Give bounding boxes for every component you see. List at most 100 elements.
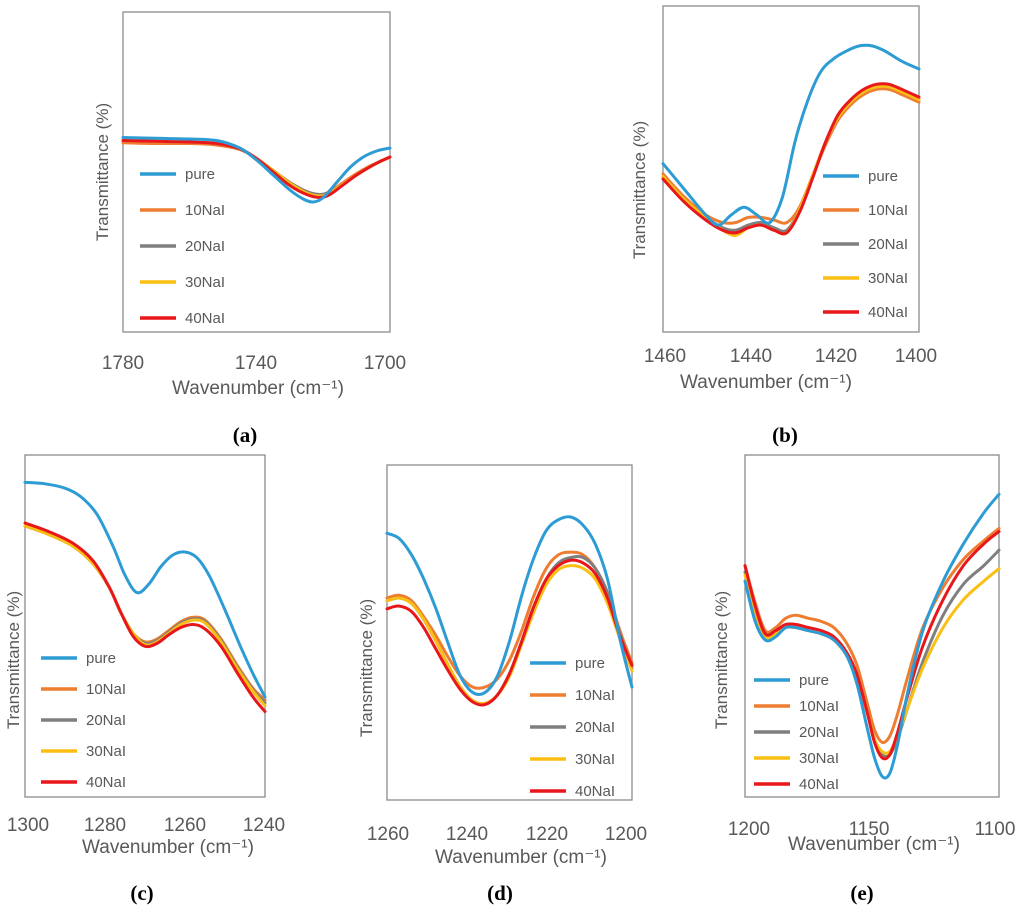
y-axis-label: Transmittance (%) bbox=[93, 103, 112, 241]
x-tick-label: 1260 bbox=[164, 815, 206, 836]
legend-label: pure bbox=[868, 168, 898, 185]
legend-item-10nai: 10NaI bbox=[754, 698, 839, 715]
legend-label: 10NaI bbox=[575, 687, 615, 704]
panel-caption: (d) bbox=[487, 881, 513, 905]
legend-label: 10NaI bbox=[185, 202, 225, 219]
series-line-40nai bbox=[661, 82, 921, 236]
legend-item-40nai: 40NaI bbox=[530, 783, 615, 800]
legend-item-20nai: 20NaI bbox=[41, 712, 126, 729]
legend-item-20nai: 20NaI bbox=[754, 724, 839, 741]
plot-frame bbox=[386, 464, 633, 801]
x-tick-label: 1220 bbox=[526, 824, 568, 845]
legend: pure 10NaI 20NaI 30NaI 40NaI bbox=[823, 168, 908, 321]
legend-label: 20NaI bbox=[868, 236, 908, 253]
legend-item-pure: pure bbox=[754, 672, 829, 689]
legend-item-10nai: 10NaI bbox=[530, 687, 615, 704]
legend-label: 10NaI bbox=[799, 698, 839, 715]
series-line-10nai bbox=[23, 524, 267, 702]
legend-item-30nai: 30NaI bbox=[140, 274, 225, 291]
x-tick-label: 1200 bbox=[728, 819, 770, 840]
legend-label: 20NaI bbox=[575, 719, 615, 736]
series-line-pure bbox=[121, 136, 392, 204]
series-line-40nai bbox=[121, 139, 392, 199]
x-tick-label: 1240 bbox=[243, 815, 285, 836]
legend-item-10nai: 10NaI bbox=[41, 681, 126, 698]
x-tick-label: 1400 bbox=[895, 346, 937, 367]
legend-item-40nai: 40NaI bbox=[41, 774, 126, 791]
series-layer bbox=[661, 43, 921, 237]
x-axis-label: Wavenumber (cm⁻¹) bbox=[82, 837, 254, 858]
series-line-40nai bbox=[743, 530, 1001, 761]
x-tick-label: 1260 bbox=[367, 824, 409, 845]
series-line-40nai bbox=[385, 558, 634, 707]
legend-label: 30NaI bbox=[575, 751, 615, 768]
x-tick-label: 1460 bbox=[644, 346, 686, 367]
x-tick-label: 1420 bbox=[815, 346, 857, 367]
x-axis-label: Wavenumber (cm⁻¹) bbox=[680, 372, 852, 393]
legend-item-20nai: 20NaI bbox=[140, 238, 225, 255]
plot-frame bbox=[744, 454, 1000, 798]
legend-item-10nai: 10NaI bbox=[140, 202, 225, 219]
legend-label: 20NaI bbox=[86, 712, 126, 729]
x-tick-label: 1200 bbox=[605, 824, 647, 845]
legend-item-30nai: 30NaI bbox=[823, 270, 908, 287]
plot-frame bbox=[24, 454, 266, 798]
y-axis-label: Transmittance (%) bbox=[357, 599, 376, 737]
x-tick-label: 1780 bbox=[102, 353, 144, 374]
legend-label: 30NaI bbox=[799, 750, 839, 767]
legend-label: 40NaI bbox=[575, 783, 615, 800]
series-line-40nai bbox=[23, 521, 267, 713]
series-layer bbox=[121, 136, 392, 204]
series-line-30nai bbox=[743, 567, 1001, 755]
panel-caption: (c) bbox=[130, 881, 153, 905]
legend-item-30nai: 30NaI bbox=[530, 751, 615, 768]
series-line-pure bbox=[385, 515, 634, 697]
legend-item-pure: pure bbox=[530, 655, 605, 672]
legend-label: 10NaI bbox=[86, 681, 126, 698]
y-axis-label: Transmittance (%) bbox=[4, 591, 23, 729]
legend-item-30nai: 30NaI bbox=[41, 743, 126, 760]
legend: pure 10NaI 20NaI 30NaI 40NaI bbox=[754, 672, 839, 793]
legend-label: 40NaI bbox=[185, 310, 225, 327]
panel-caption: (e) bbox=[850, 881, 873, 905]
x-axis-label: Wavenumber (cm⁻¹) bbox=[172, 378, 344, 399]
series-layer bbox=[385, 515, 634, 707]
series-line-10nai bbox=[743, 526, 1001, 745]
legend-item-30nai: 30NaI bbox=[754, 750, 839, 767]
legend-item-pure: pure bbox=[41, 650, 116, 667]
series-line-pure bbox=[661, 43, 921, 227]
legend: pure 10NaI 20NaI 30NaI 40NaI bbox=[530, 655, 615, 800]
x-tick-label: 1240 bbox=[446, 824, 488, 845]
legend-label: 30NaI bbox=[185, 274, 225, 291]
legend-label: pure bbox=[86, 650, 116, 667]
legend-item-10nai: 10NaI bbox=[823, 202, 908, 219]
legend: pure 10NaI 20NaI 30NaI 40NaI bbox=[140, 166, 225, 327]
legend-label: 40NaI bbox=[799, 776, 839, 793]
series-line-20nai bbox=[23, 524, 267, 705]
legend-label: pure bbox=[799, 672, 829, 689]
x-tick-label: 1280 bbox=[84, 815, 126, 836]
legend: pure 10NaI 20NaI 30NaI 40NaI bbox=[41, 650, 126, 791]
legend-label: 20NaI bbox=[799, 724, 839, 741]
legend-item-pure: pure bbox=[823, 168, 898, 185]
y-axis-label: Transmittance (%) bbox=[630, 121, 649, 259]
series-line-pure bbox=[743, 492, 1001, 780]
x-tick-label: 1150 bbox=[849, 819, 890, 840]
legend-label: 20NaI bbox=[185, 238, 225, 255]
series-line-30nai bbox=[385, 564, 634, 706]
x-axis-label: Wavenumber (cm⁻¹) bbox=[788, 834, 960, 855]
legend-item-20nai: 20NaI bbox=[823, 236, 908, 253]
panel-caption: (b) bbox=[772, 423, 798, 447]
legend-label: 40NaI bbox=[86, 774, 126, 791]
x-axis-label: Wavenumber (cm⁻¹) bbox=[435, 847, 607, 868]
panel-caption: (a) bbox=[233, 423, 258, 447]
legend-label: 30NaI bbox=[868, 270, 908, 287]
y-axis-label: Transmittance (%) bbox=[712, 591, 731, 729]
x-tick-label: 1740 bbox=[235, 353, 277, 374]
series-line-pure bbox=[23, 480, 267, 699]
